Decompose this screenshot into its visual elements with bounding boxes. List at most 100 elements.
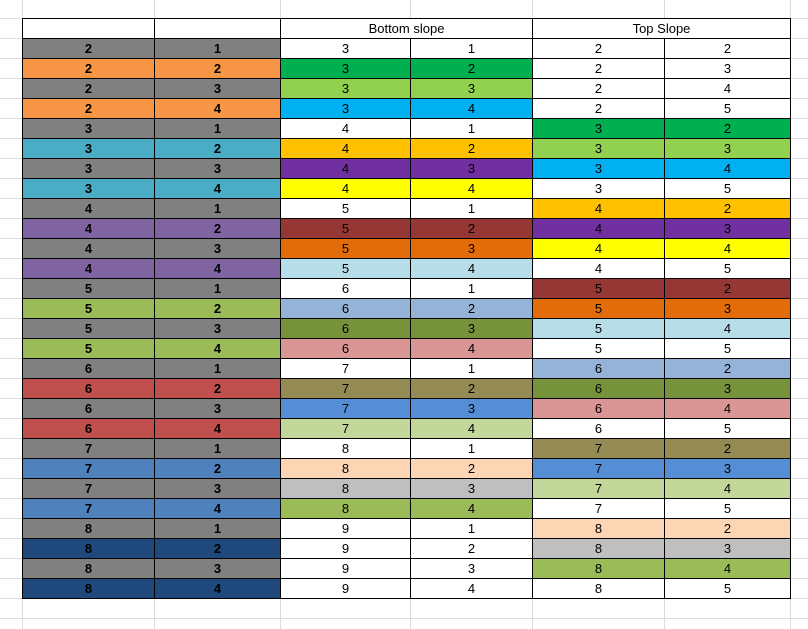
bottom-slope-x-cell[interactable]: 5: [280, 218, 411, 239]
bottom-slope-y-cell[interactable]: 1: [410, 358, 533, 379]
bottom-slope-x-cell[interactable]: 6: [280, 338, 411, 359]
bottom-slope-x-cell[interactable]: 3: [280, 58, 411, 79]
col-b-cell[interactable]: 3: [154, 238, 281, 259]
col-a-cell[interactable]: 5: [22, 298, 155, 319]
top-slope-x-cell[interactable]: 2: [532, 38, 665, 59]
top-slope-x-cell[interactable]: 5: [532, 278, 665, 299]
top-slope-x-cell[interactable]: 4: [532, 238, 665, 259]
top-slope-x-cell[interactable]: 2: [532, 78, 665, 99]
col-a-cell[interactable]: 7: [22, 498, 155, 519]
header-cell-blank-a[interactable]: [22, 18, 155, 39]
bottom-slope-y-cell[interactable]: 2: [410, 458, 533, 479]
bottom-slope-y-cell[interactable]: 3: [410, 318, 533, 339]
col-a-cell[interactable]: 6: [22, 418, 155, 439]
col-b-cell[interactable]: 3: [154, 398, 281, 419]
top-slope-y-cell[interactable]: 4: [664, 558, 791, 579]
col-a-cell[interactable]: 2: [22, 98, 155, 119]
col-b-cell[interactable]: 3: [154, 78, 281, 99]
col-b-cell[interactable]: 3: [154, 478, 281, 499]
bottom-slope-x-cell[interactable]: 8: [280, 438, 411, 459]
top-slope-x-cell[interactable]: 7: [532, 438, 665, 459]
col-a-cell[interactable]: 8: [22, 538, 155, 559]
top-slope-y-cell[interactable]: 2: [664, 518, 791, 539]
col-a-cell[interactable]: 8: [22, 558, 155, 579]
col-a-cell[interactable]: 7: [22, 458, 155, 479]
top-slope-x-cell[interactable]: 3: [532, 178, 665, 199]
bottom-slope-y-cell[interactable]: 4: [410, 498, 533, 519]
top-slope-y-cell[interactable]: 4: [664, 238, 791, 259]
bottom-slope-x-cell[interactable]: 7: [280, 378, 411, 399]
col-a-cell[interactable]: 5: [22, 318, 155, 339]
bottom-slope-y-cell[interactable]: 4: [410, 98, 533, 119]
bottom-slope-y-cell[interactable]: 2: [410, 58, 533, 79]
bottom-slope-x-cell[interactable]: 4: [280, 138, 411, 159]
bottom-slope-y-cell[interactable]: 3: [410, 398, 533, 419]
bottom-slope-x-cell[interactable]: 9: [280, 518, 411, 539]
bottom-slope-x-cell[interactable]: 8: [280, 458, 411, 479]
col-b-cell[interactable]: 1: [154, 118, 281, 139]
col-b-cell[interactable]: 4: [154, 98, 281, 119]
top-slope-x-cell[interactable]: 7: [532, 458, 665, 479]
top-slope-x-cell[interactable]: 3: [532, 158, 665, 179]
top-slope-y-cell[interactable]: 4: [664, 398, 791, 419]
col-a-cell[interactable]: 5: [22, 338, 155, 359]
bottom-slope-x-cell[interactable]: 3: [280, 98, 411, 119]
col-a-cell[interactable]: 4: [22, 198, 155, 219]
top-slope-y-cell[interactable]: 4: [664, 478, 791, 499]
bottom-slope-y-cell[interactable]: 2: [410, 378, 533, 399]
bottom-slope-x-cell[interactable]: 4: [280, 158, 411, 179]
header-cell-blank-b[interactable]: [154, 18, 281, 39]
col-b-cell[interactable]: 1: [154, 438, 281, 459]
col-b-cell[interactable]: 2: [154, 298, 281, 319]
top-slope-x-cell[interactable]: 8: [532, 518, 665, 539]
top-slope-x-cell[interactable]: 8: [532, 558, 665, 579]
col-b-cell[interactable]: 2: [154, 378, 281, 399]
bottom-slope-y-cell[interactable]: 4: [410, 178, 533, 199]
top-slope-y-cell[interactable]: 3: [664, 298, 791, 319]
bottom-slope-x-cell[interactable]: 7: [280, 358, 411, 379]
col-a-cell[interactable]: 2: [22, 78, 155, 99]
col-a-cell[interactable]: 3: [22, 178, 155, 199]
col-b-cell[interactable]: 1: [154, 278, 281, 299]
top-slope-y-cell[interactable]: 3: [664, 378, 791, 399]
bottom-slope-x-cell[interactable]: 9: [280, 558, 411, 579]
col-a-cell[interactable]: 8: [22, 578, 155, 599]
bottom-slope-y-cell[interactable]: 1: [410, 278, 533, 299]
top-slope-y-cell[interactable]: 2: [664, 278, 791, 299]
top-slope-x-cell[interactable]: 4: [532, 258, 665, 279]
col-b-cell[interactable]: 4: [154, 578, 281, 599]
top-slope-x-cell[interactable]: 6: [532, 358, 665, 379]
col-a-cell[interactable]: 6: [22, 398, 155, 419]
top-slope-y-cell[interactable]: 5: [664, 98, 791, 119]
top-slope-x-cell[interactable]: 5: [532, 298, 665, 319]
bottom-slope-y-cell[interactable]: 2: [410, 298, 533, 319]
top-slope-x-cell[interactable]: 8: [532, 578, 665, 599]
col-b-cell[interactable]: 2: [154, 58, 281, 79]
bottom-slope-x-cell[interactable]: 6: [280, 278, 411, 299]
col-b-cell[interactable]: 1: [154, 358, 281, 379]
col-b-cell[interactable]: 4: [154, 418, 281, 439]
top-slope-y-cell[interactable]: 4: [664, 158, 791, 179]
col-a-cell[interactable]: 5: [22, 278, 155, 299]
bottom-slope-y-cell[interactable]: 1: [410, 438, 533, 459]
bottom-slope-x-cell[interactable]: 4: [280, 178, 411, 199]
bottom-slope-x-cell[interactable]: 3: [280, 38, 411, 59]
col-b-cell[interactable]: 4: [154, 258, 281, 279]
col-a-cell[interactable]: 3: [22, 158, 155, 179]
bottom-slope-x-cell[interactable]: 5: [280, 198, 411, 219]
top-slope-x-cell[interactable]: 4: [532, 198, 665, 219]
bottom-slope-x-cell[interactable]: 3: [280, 78, 411, 99]
bottom-slope-y-cell[interactable]: 4: [410, 418, 533, 439]
col-b-cell[interactable]: 4: [154, 498, 281, 519]
bottom-slope-y-cell[interactable]: 1: [410, 38, 533, 59]
bottom-slope-x-cell[interactable]: 9: [280, 578, 411, 599]
top-slope-x-cell[interactable]: 2: [532, 58, 665, 79]
col-a-cell[interactable]: 2: [22, 38, 155, 59]
bottom-slope-x-cell[interactable]: 5: [280, 258, 411, 279]
col-a-cell[interactable]: 4: [22, 258, 155, 279]
col-b-cell[interactable]: 3: [154, 558, 281, 579]
top-slope-y-cell[interactable]: 3: [664, 538, 791, 559]
col-b-cell[interactable]: 2: [154, 138, 281, 159]
bottom-slope-y-cell[interactable]: 3: [410, 238, 533, 259]
bottom-slope-y-cell[interactable]: 3: [410, 78, 533, 99]
